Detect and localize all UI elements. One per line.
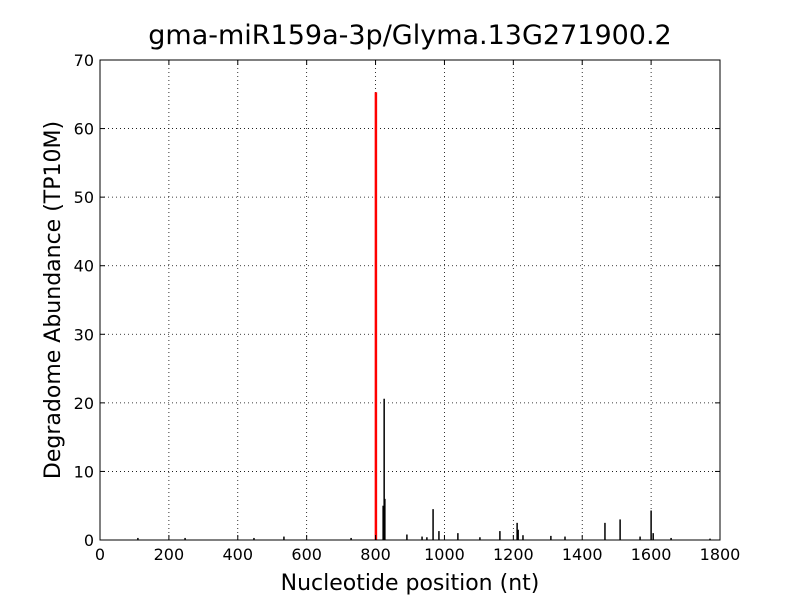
chart-title: gma-miR159a-3p/Glyma.13G271900.2 (148, 20, 671, 51)
x-tick-label: 400 (223, 545, 254, 564)
x-tick-label: 1400 (562, 545, 603, 564)
ticks: 0 200 400 600 800 1000 1200 1400 1600 1800 0 10 20 30… (74, 51, 741, 564)
y-tick-label: 30 (74, 325, 94, 344)
x-tick-label: 1800 (700, 545, 741, 564)
y-tick-label: 0 (84, 531, 94, 550)
y-tick-label: 70 (74, 51, 94, 70)
x-tick-label: 1600 (631, 545, 672, 564)
x-tick-label: 200 (154, 545, 185, 564)
y-axis-label: Degradome Abundance (TP10M) (41, 121, 66, 479)
x-tick-label: 1200 (493, 545, 534, 564)
x-tick-label: 1000 (424, 545, 465, 564)
y-tick-label: 60 (74, 120, 94, 139)
y-tick-label: 10 (74, 462, 94, 481)
x-tick-label: 0 (95, 545, 105, 564)
x-tick-label: 600 (291, 545, 322, 564)
x-tick-label: 800 (360, 545, 391, 564)
y-tick-label: 50 (74, 188, 94, 207)
y-tick-label: 40 (74, 257, 94, 276)
y-tick-label: 20 (74, 394, 94, 413)
plot-frame (99, 59, 721, 541)
x-axis-label: Nucleotide position (nt) (281, 571, 540, 596)
